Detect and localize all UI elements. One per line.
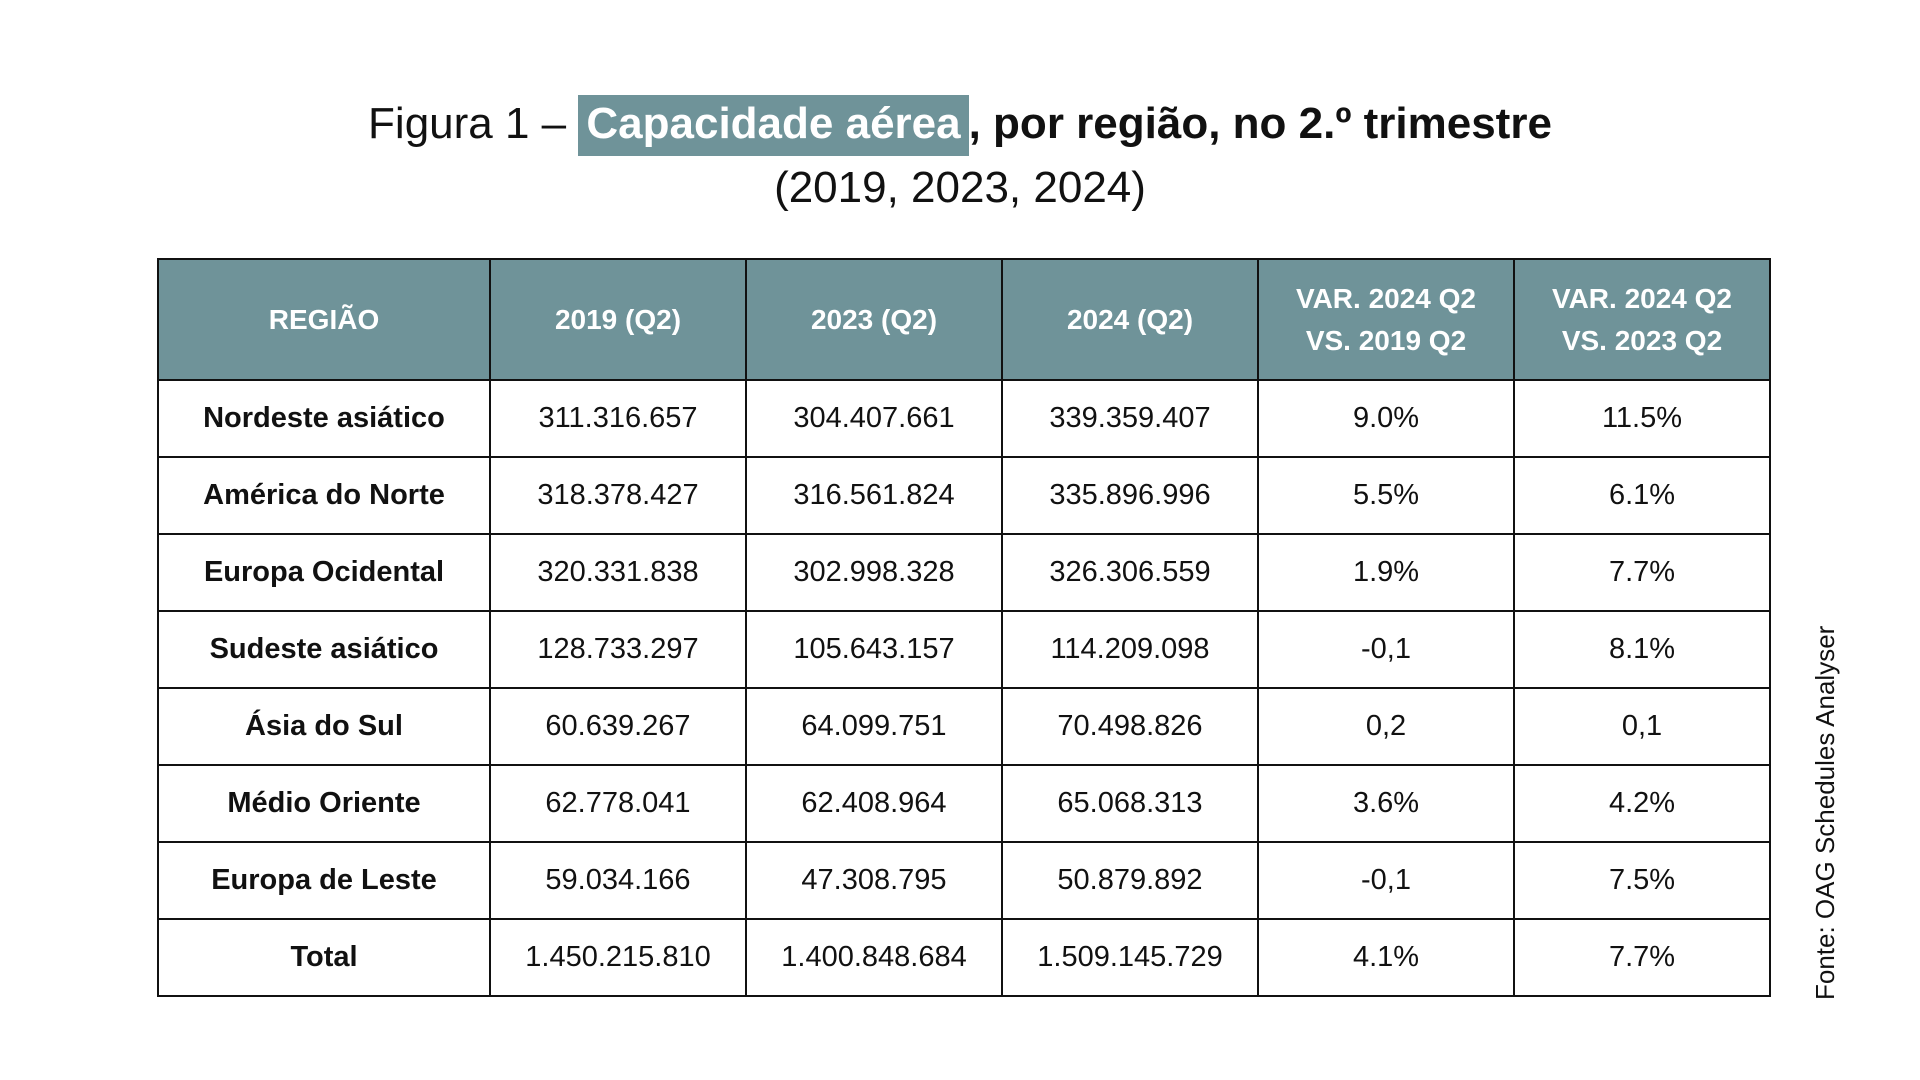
source-note: Fonte: OAG Schedules Analyser	[1810, 625, 1840, 1000]
value-cell: 316.561.824	[745, 456, 1003, 535]
title-line-1: Figura 1 – Capacidade aérea, por região,…	[0, 92, 1920, 156]
value-cell: 339.359.407	[1001, 379, 1259, 458]
figure-title: Figura 1 – Capacidade aérea, por região,…	[0, 92, 1920, 220]
value-cell: 0,1	[1513, 687, 1771, 766]
region-cell: Sudeste asiático	[157, 610, 491, 689]
column-header: VAR. 2024 Q2 VS. 2019 Q2	[1257, 258, 1515, 381]
region-cell: Europa Ocidental	[157, 533, 491, 612]
table-body: Nordeste asiático 311.316.657 304.407.661 3…	[157, 379, 1771, 997]
value-cell: 62.778.041	[489, 764, 747, 843]
value-cell: 7.5%	[1513, 841, 1771, 920]
value-cell: 1.400.848.684	[745, 918, 1003, 997]
value-cell: 320.331.838	[489, 533, 747, 612]
value-cell: 70.498.826	[1001, 687, 1259, 766]
column-header: 2019 (Q2)	[489, 258, 747, 381]
value-cell: 0,2	[1257, 687, 1515, 766]
table-row: Europa de Leste 59.034.166 47.308.795 50.87…	[157, 841, 1771, 920]
value-cell: 62.408.964	[745, 764, 1003, 843]
region-cell: Médio Oriente	[157, 764, 491, 843]
value-cell: 4.2%	[1513, 764, 1771, 843]
value-cell: 7.7%	[1513, 533, 1771, 612]
value-cell: 7.7%	[1513, 918, 1771, 997]
value-cell: 302.998.328	[745, 533, 1003, 612]
region-cell: América do Norte	[157, 456, 491, 535]
region-cell: Ásia do Sul	[157, 687, 491, 766]
region-cell: Total	[157, 918, 491, 997]
value-cell: 60.639.267	[489, 687, 747, 766]
value-cell: 47.308.795	[745, 841, 1003, 920]
title-prefix: Figura 1 –	[368, 99, 579, 148]
title-rest: , por região, no 2.º trimestre	[968, 99, 1552, 148]
capacity-table: REGIÃO 2019 (Q2) 2023 (Q2) 2024 (Q2) VAR. 20…	[157, 258, 1771, 997]
value-cell: 114.209.098	[1001, 610, 1259, 689]
value-cell: 8.1%	[1513, 610, 1771, 689]
column-header-region: REGIÃO	[157, 258, 491, 381]
value-cell: 50.879.892	[1001, 841, 1259, 920]
title-line-2: (2019, 2023, 2024)	[774, 163, 1146, 212]
value-cell: 304.407.661	[745, 379, 1003, 458]
value-cell: -0,1	[1257, 610, 1515, 689]
value-cell: 326.306.559	[1001, 533, 1259, 612]
table-header-row: REGIÃO 2019 (Q2) 2023 (Q2) 2024 (Q2) VAR. 20…	[157, 258, 1771, 381]
value-cell: 1.9%	[1257, 533, 1515, 612]
value-cell: 3.6%	[1257, 764, 1515, 843]
value-cell: 311.316.657	[489, 379, 747, 458]
value-cell: 105.643.157	[745, 610, 1003, 689]
value-cell: 6.1%	[1513, 456, 1771, 535]
region-cell: Nordeste asiático	[157, 379, 491, 458]
column-header: 2023 (Q2)	[745, 258, 1003, 381]
value-cell: 318.378.427	[489, 456, 747, 535]
table-row: Europa Ocidental 320.331.838 302.998.328 32…	[157, 533, 1771, 612]
value-cell: 65.068.313	[1001, 764, 1259, 843]
table-row: Sudeste asiático 128.733.297 105.643.157 11…	[157, 610, 1771, 689]
value-cell: -0,1	[1257, 841, 1515, 920]
value-cell: 11.5%	[1513, 379, 1771, 458]
region-cell: Europa de Leste	[157, 841, 491, 920]
table-row: América do Norte 318.378.427 316.561.824 33…	[157, 456, 1771, 535]
table-row: Ásia do Sul 60.639.267 64.099.751 70.498.82…	[157, 687, 1771, 766]
value-cell: 59.034.166	[489, 841, 747, 920]
table-row: Nordeste asiático 311.316.657 304.407.661 3…	[157, 379, 1771, 458]
value-cell: 9.0%	[1257, 379, 1515, 458]
value-cell: 4.1%	[1257, 918, 1515, 997]
value-cell: 1.509.145.729	[1001, 918, 1259, 997]
value-cell: 1.450.215.810	[489, 918, 747, 997]
table-row: Total 1.450.215.810 1.400.848.684 1.509.145…	[157, 918, 1771, 997]
title-highlight: Capacidade aérea	[578, 95, 969, 156]
value-cell: 5.5%	[1257, 456, 1515, 535]
value-cell: 335.896.996	[1001, 456, 1259, 535]
value-cell: 64.099.751	[745, 687, 1003, 766]
column-header: VAR. 2024 Q2 VS. 2023 Q2	[1513, 258, 1771, 381]
column-header: 2024 (Q2)	[1001, 258, 1259, 381]
value-cell: 128.733.297	[489, 610, 747, 689]
table-row: Médio Oriente 62.778.041 62.408.964 65.068.…	[157, 764, 1771, 843]
